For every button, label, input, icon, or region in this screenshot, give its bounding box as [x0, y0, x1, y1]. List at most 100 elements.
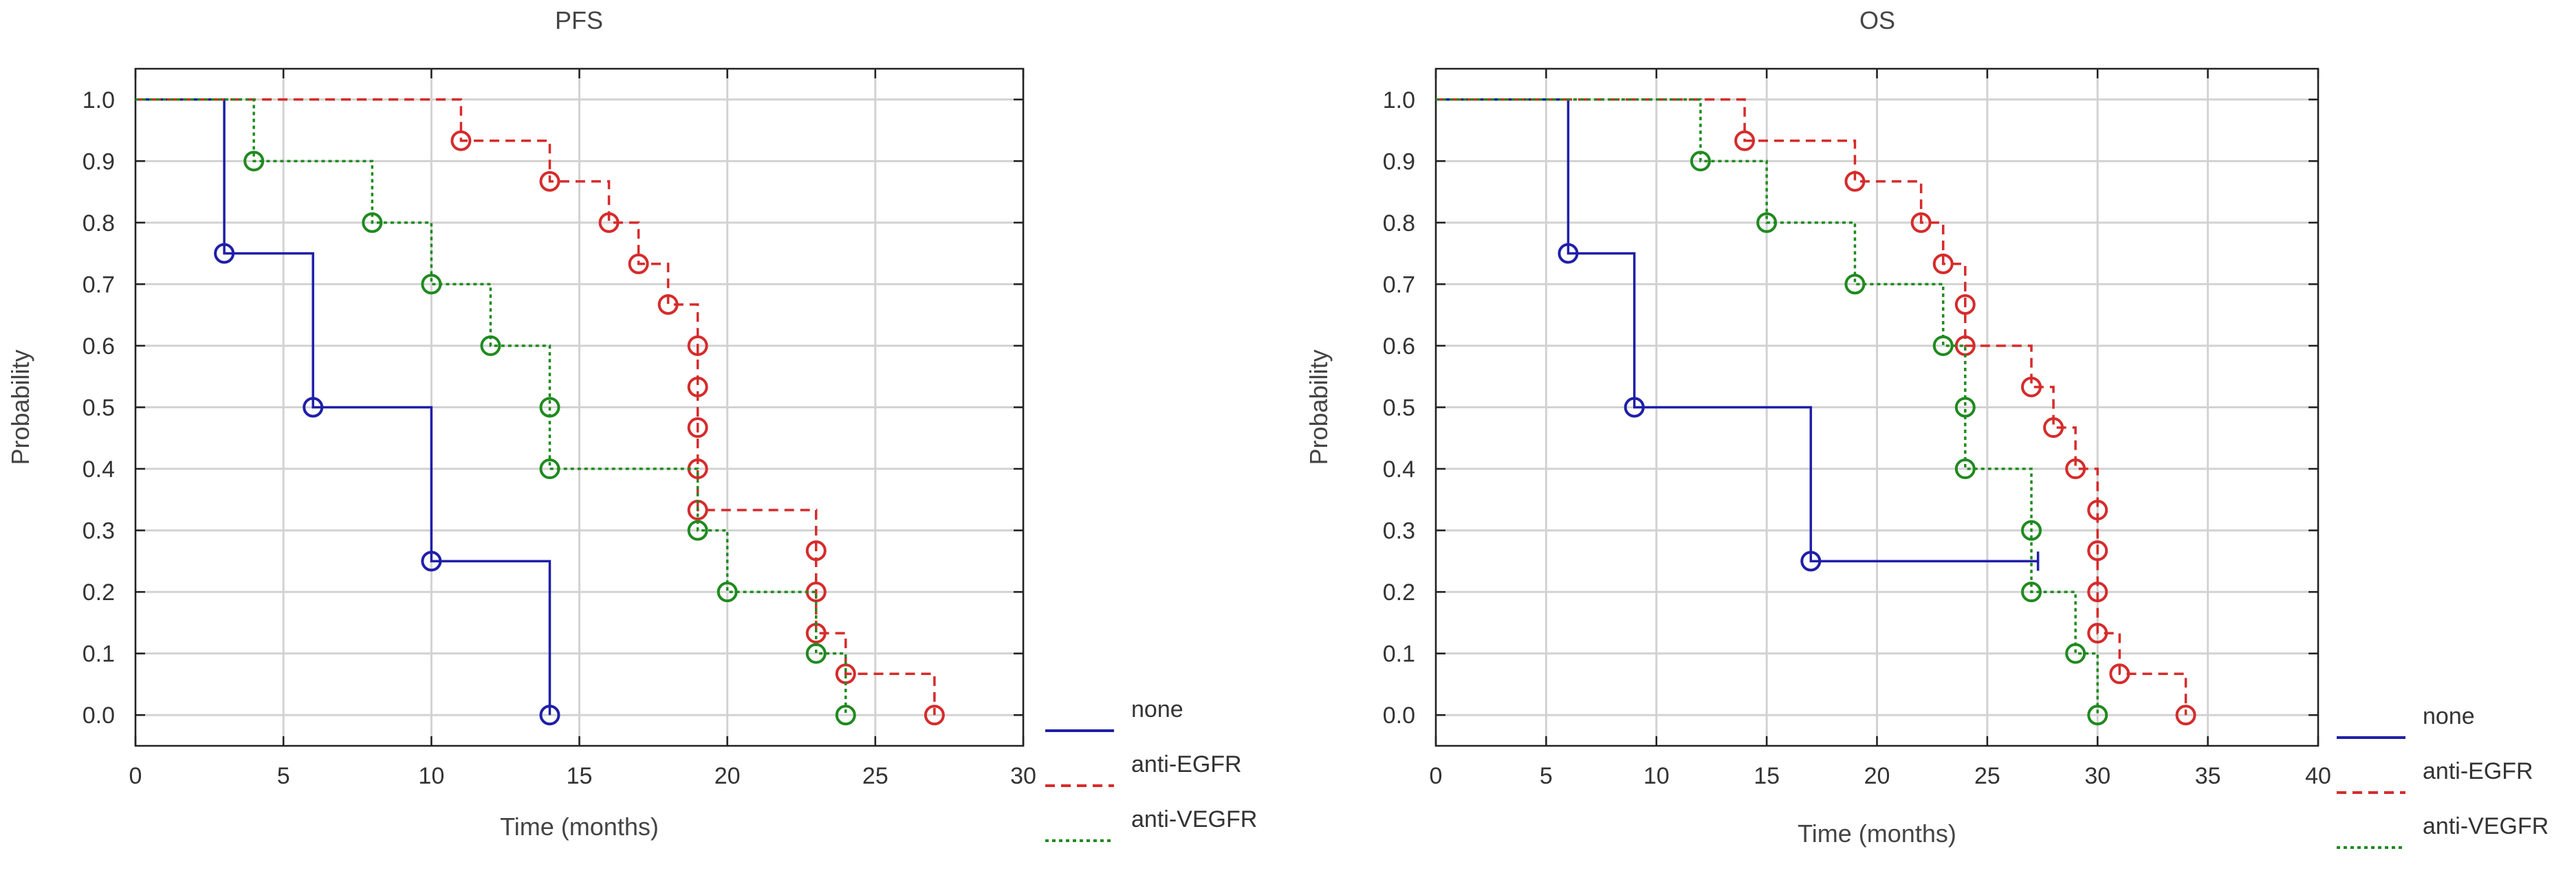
- y-tick-label: 0.1: [83, 641, 115, 667]
- y-tick-label: 0.0: [1383, 703, 1415, 729]
- y-tick-label: 0.7: [1383, 272, 1415, 298]
- series-line-none: [1436, 98, 2038, 563]
- event-marker: [2087, 500, 2108, 521]
- event-marker: [1558, 243, 1579, 264]
- y-tick-label: 0.4: [83, 456, 115, 483]
- event-marker: [421, 551, 442, 572]
- event-marker: [717, 582, 738, 603]
- event-marker: [2087, 540, 2108, 562]
- event-marker: [1932, 253, 1954, 274]
- event-marker: [1844, 170, 1866, 192]
- legend-label: anti-VEGFR: [1131, 806, 1257, 832]
- y-tick-label: 0.2: [1383, 579, 1415, 606]
- x-tick-label: 25: [1974, 763, 2000, 789]
- y-tick-label: 0.0: [83, 703, 115, 729]
- legend-label: anti-EGFR: [1131, 751, 1242, 777]
- event-marker: [687, 376, 708, 397]
- event-marker: [421, 274, 442, 295]
- event-marker: [539, 397, 560, 418]
- event-marker: [1690, 151, 1711, 172]
- chart-title: PFS: [555, 6, 603, 34]
- event-marker: [924, 705, 945, 726]
- series-line-anti-EGFR: [1436, 98, 2187, 716]
- event-marker: [1734, 130, 1756, 151]
- legend-label: none: [2423, 703, 2475, 729]
- event-marker: [598, 212, 620, 233]
- x-tick-label: 5: [277, 763, 290, 789]
- y-tick-label: 0.8: [83, 210, 115, 236]
- y-tick-label: 0.8: [1383, 210, 1415, 236]
- x-tick-label: 15: [567, 763, 593, 789]
- pfs-panel: 0 5 10 15 20 25 30 0.0 0.1 0.2 0.3 0.4 0.5 0.6 0.7 0.8 0…: [6, 6, 1257, 842]
- event-marker: [805, 643, 827, 664]
- y-tick-label: 0.6: [83, 333, 115, 360]
- event-marker: [2065, 643, 2086, 664]
- x-tick-label: 0: [129, 763, 142, 789]
- x-tick-label: 30: [2084, 763, 2110, 789]
- event-marker: [687, 417, 708, 439]
- y-tick-label: 0.9: [83, 148, 115, 175]
- event-marker: [303, 397, 324, 418]
- event-marker: [362, 212, 383, 233]
- x-tick-label: 35: [2195, 763, 2221, 789]
- event-marker: [2043, 417, 2064, 439]
- event-marker: [1954, 294, 1976, 315]
- event-marker: [2021, 582, 2042, 603]
- y-tick-label: 0.4: [1383, 456, 1415, 483]
- event-marker: [214, 243, 235, 264]
- event-marker: [628, 253, 649, 274]
- event-marker: [243, 151, 265, 172]
- chart-title: OS: [1859, 6, 1895, 34]
- y-tick-label: 0.3: [1383, 518, 1415, 544]
- y-tick-label: 0.9: [1383, 148, 1415, 175]
- y-tick-label: 1.0: [1383, 87, 1415, 113]
- x-tick-label: 20: [714, 763, 741, 789]
- x-tick-label: 15: [1754, 763, 1780, 789]
- series-line-anti-VEGFR: [135, 98, 847, 716]
- x-tick-label: 25: [862, 763, 888, 789]
- x-tick-label: 0: [1430, 763, 1443, 789]
- event-marker: [1954, 397, 1976, 418]
- event-marker: [480, 335, 501, 356]
- x-tick-label: 10: [1644, 763, 1670, 789]
- event-marker: [2021, 520, 2042, 541]
- event-marker: [539, 458, 560, 480]
- event-marker: [1756, 212, 1778, 233]
- y-tick-label: 1.0: [83, 87, 115, 113]
- x-tick-label: 40: [2305, 763, 2331, 789]
- event-marker: [1844, 274, 1866, 295]
- x-tick-label: 20: [1864, 763, 1890, 789]
- legend-label: none: [1131, 696, 1183, 722]
- series-line-anti-EGFR: [135, 98, 936, 716]
- x-tick-label: 5: [1540, 763, 1553, 789]
- os-panel: 0 5 10 15 20 25 30 35 40 0.0 0.1 0.2 0.3 0.4 0.5 0.6 0.7…: [1305, 6, 2548, 849]
- y-tick-label: 0.6: [1383, 333, 1415, 360]
- event-marker: [1910, 212, 1932, 233]
- event-marker: [1624, 397, 1645, 418]
- event-marker: [687, 335, 708, 356]
- series-line-none: [135, 98, 552, 716]
- x-tick-label: 30: [1010, 763, 1036, 789]
- y-tick-label: 0.5: [1383, 395, 1415, 421]
- x-axis-label: Time (months): [1798, 819, 1956, 848]
- event-marker: [2087, 705, 2108, 726]
- event-marker: [835, 705, 856, 726]
- y-tick-label: 0.1: [1383, 641, 1415, 667]
- event-marker: [657, 294, 679, 315]
- y-tick-label: 0.2: [83, 579, 115, 606]
- event-marker: [2065, 458, 2086, 480]
- event-marker: [539, 170, 560, 192]
- x-axis-label: Time (months): [500, 813, 659, 841]
- event-marker: [1954, 458, 1976, 480]
- legend-label: anti-VEGFR: [2423, 813, 2548, 839]
- event-marker: [2021, 376, 2042, 397]
- legend-label: anti-EGFR: [2423, 758, 2533, 784]
- y-axis-label: Probability: [6, 349, 34, 465]
- y-tick-label: 0.7: [83, 272, 115, 298]
- x-tick-label: 10: [418, 763, 444, 789]
- y-tick-label: 0.5: [83, 395, 115, 421]
- event-marker: [2087, 623, 2108, 644]
- y-tick-label: 0.3: [83, 518, 115, 544]
- event-marker: [805, 540, 827, 562]
